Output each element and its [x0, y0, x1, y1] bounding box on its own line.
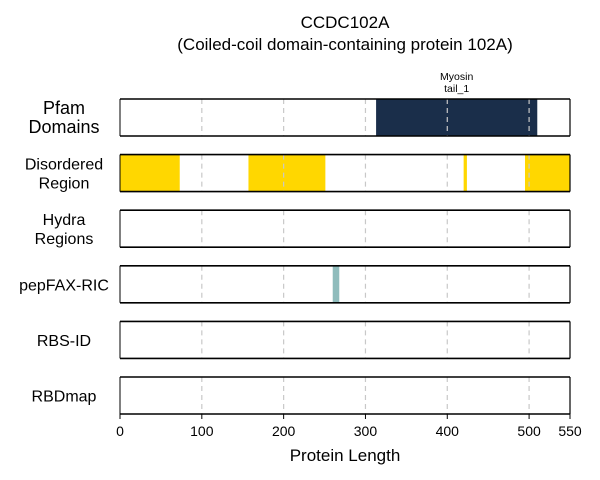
x-tick-label: 550 [558, 423, 582, 439]
track-background [120, 265, 570, 303]
segment-bar [332, 265, 340, 303]
track-label: Disordered [25, 157, 103, 174]
segment-bar [525, 154, 570, 192]
track-label: Hydra [43, 212, 86, 229]
x-tick-label: 200 [272, 423, 296, 439]
track-2: Hydra Regions [35, 209, 571, 248]
track-1: Disordered Region [25, 153, 571, 193]
track-label: pepFAX-RIC [19, 277, 109, 294]
chart-title-line-1: CCDC102A [301, 13, 390, 32]
segment-bar [376, 99, 538, 136]
track-5: RBDmap [32, 376, 571, 415]
track-background [120, 321, 570, 359]
track-background [120, 210, 570, 248]
x-tick-label: 300 [354, 423, 378, 439]
track-background [120, 377, 570, 414]
x-tick-label: 100 [190, 423, 214, 439]
segment-label: tail_1 [444, 83, 469, 95]
chart-title: CCDC102A (Coiled-coil domain-containing … [177, 13, 512, 54]
track-label: Region [39, 176, 90, 193]
track-label: Domains [28, 117, 99, 137]
track-label: RBDmap [32, 389, 97, 406]
x-tick-label: 400 [436, 423, 460, 439]
track-label: Pfam [43, 98, 85, 118]
track-background [120, 154, 570, 192]
segment-label: Myosin [440, 71, 473, 83]
x-axis: 0 100 200 300 400 500 550 [116, 414, 582, 439]
track-4: RBS-ID [37, 320, 571, 360]
segment-bar [248, 154, 326, 192]
x-axis-label: Protein Length [290, 446, 401, 465]
chart-title-line-2: (Coiled-coil domain-containing protein 1… [177, 35, 512, 54]
x-tick-label: 500 [517, 423, 541, 439]
x-tick-label: 0 [116, 423, 124, 439]
segment-bar [463, 154, 467, 192]
track-label: RBS-ID [37, 333, 91, 350]
track-3: pepFAX-RIC [19, 264, 571, 304]
track-label: Regions [35, 231, 94, 248]
segment-bar [120, 154, 180, 192]
